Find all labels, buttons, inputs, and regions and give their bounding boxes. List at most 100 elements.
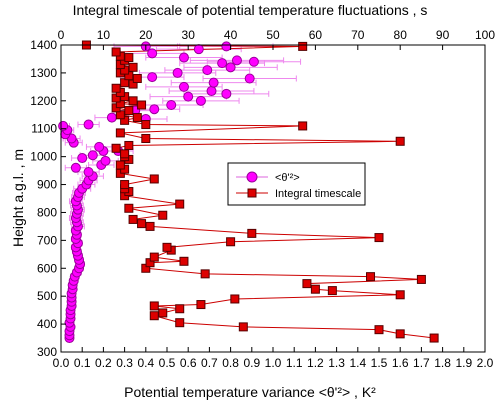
y-tick-label: 300 bbox=[37, 345, 57, 359]
bottom-tick-label: 1.9 bbox=[455, 356, 472, 370]
variance-point bbox=[77, 153, 88, 164]
top-tick-label: 10 bbox=[97, 28, 111, 42]
timescale-point bbox=[226, 237, 236, 247]
bottom-tick-label: 1.5 bbox=[371, 356, 388, 370]
timescale-point bbox=[158, 210, 168, 220]
variance-point bbox=[202, 65, 213, 76]
top-tick-label: 40 bbox=[224, 28, 238, 42]
bottom-tick-label: 0.2 bbox=[95, 356, 112, 370]
top-tick-label: 100 bbox=[475, 28, 495, 42]
y-tick-label: 900 bbox=[37, 178, 57, 192]
timescale-point bbox=[395, 290, 405, 300]
variance-point bbox=[195, 95, 206, 106]
variance-point bbox=[178, 81, 189, 92]
variance-point bbox=[193, 44, 204, 55]
top-tick-label: 0 bbox=[58, 28, 65, 42]
timescale-point bbox=[124, 140, 134, 150]
bottom-tick-label: 1.8 bbox=[434, 356, 451, 370]
legend: <θ'²> Integral timescale bbox=[227, 162, 366, 206]
top-tick-label: 70 bbox=[351, 28, 365, 42]
bottom-tick-label: 1.0 bbox=[265, 356, 282, 370]
timescale-point bbox=[175, 318, 185, 328]
variance-point bbox=[221, 41, 232, 52]
timescale-point bbox=[200, 269, 210, 279]
bottom-tick-label: 0.5 bbox=[159, 356, 176, 370]
legend-box bbox=[227, 162, 366, 206]
timescale-point bbox=[124, 53, 134, 63]
bottom-tick-label: 1.7 bbox=[413, 356, 430, 370]
timescale-point bbox=[429, 333, 439, 343]
top-tick-label: 60 bbox=[309, 28, 323, 42]
timescale-point bbox=[149, 174, 159, 184]
y-tick-label: 1000 bbox=[30, 150, 57, 164]
timescale-point bbox=[247, 228, 257, 238]
bottom-tick-label: 0.4 bbox=[137, 356, 154, 370]
y-tick-label: 800 bbox=[37, 205, 57, 219]
timescale-point bbox=[238, 322, 248, 332]
timescale-point bbox=[230, 294, 240, 304]
timescale-point bbox=[162, 242, 172, 252]
variance-point bbox=[225, 62, 236, 73]
y-tick-label: 400 bbox=[37, 317, 57, 331]
variance-point bbox=[248, 56, 259, 67]
timescale-point bbox=[395, 329, 405, 339]
bottom-axis: 0.0 0.1 0.2 0.3 0.4 0.5 0.6 0.7 0.8 0.9 1.0 1.1 1.2 1… bbox=[53, 347, 494, 370]
timescale-point bbox=[120, 180, 130, 190]
bottom-tick-label: 1.2 bbox=[307, 356, 324, 370]
timescale-point bbox=[137, 100, 147, 110]
y-tick-label: 1300 bbox=[30, 66, 57, 80]
timescale-point bbox=[115, 128, 125, 138]
top-tick-label: 90 bbox=[436, 28, 450, 42]
y-tick-label: 1100 bbox=[31, 122, 57, 136]
timescale-point bbox=[149, 311, 159, 321]
timescale-point bbox=[120, 149, 130, 159]
legend-label-timescale: Integral timescale bbox=[275, 188, 361, 200]
timescale-point bbox=[145, 221, 155, 231]
variance-point bbox=[87, 150, 98, 161]
legend-marker-timescale bbox=[247, 188, 257, 198]
y-tick-label: 500 bbox=[37, 289, 57, 303]
timescale-point bbox=[141, 120, 151, 130]
timescale-point bbox=[298, 41, 308, 51]
variance-point bbox=[83, 166, 94, 177]
top-tick-label: 30 bbox=[182, 28, 196, 42]
variance-point bbox=[149, 104, 160, 115]
bottom-axis-title: Potential temperature variance <θ'²> , K… bbox=[124, 384, 376, 400]
y-tick-label: 1400 bbox=[30, 38, 57, 52]
timescale-point bbox=[124, 106, 134, 116]
top-tick-label: 50 bbox=[266, 28, 280, 42]
variance-point bbox=[178, 52, 189, 63]
variance-point bbox=[172, 67, 183, 78]
timescale-point bbox=[175, 199, 185, 209]
timescale-point bbox=[141, 133, 151, 143]
timescale-point bbox=[115, 160, 125, 170]
timescale-point bbox=[128, 214, 138, 224]
bottom-tick-label: 0.8 bbox=[222, 356, 239, 370]
top-tick-label: 80 bbox=[394, 28, 408, 42]
bottom-tick-label: 0.9 bbox=[243, 356, 260, 370]
bottom-tick-label: 1.4 bbox=[349, 356, 366, 370]
variance-point bbox=[83, 119, 94, 130]
timescale-point bbox=[374, 233, 384, 243]
timescale-point bbox=[327, 286, 337, 296]
variance-point bbox=[183, 91, 194, 102]
timescale-point bbox=[128, 96, 138, 106]
timescale-point bbox=[124, 203, 134, 213]
variance-point bbox=[231, 55, 242, 66]
y-tick-label: 700 bbox=[37, 233, 57, 247]
variance-point bbox=[217, 58, 228, 69]
variance-point bbox=[206, 86, 217, 97]
timescale-point bbox=[374, 325, 384, 335]
timescale-point bbox=[111, 47, 121, 57]
top-axis: 0 10 20 30 40 50 60 70 80 90 100 bbox=[58, 28, 495, 50]
y-tick-label: 600 bbox=[37, 261, 57, 275]
y-tick-label: 1200 bbox=[30, 94, 57, 108]
bottom-tick-label: 0.6 bbox=[180, 356, 197, 370]
variance-point bbox=[70, 162, 81, 173]
top-axis-title: Integral timescale of potential temperat… bbox=[73, 2, 428, 18]
timescale-point bbox=[149, 301, 159, 311]
timescale-point bbox=[132, 73, 142, 83]
timescale-point bbox=[416, 274, 426, 284]
variance-point bbox=[147, 48, 158, 59]
